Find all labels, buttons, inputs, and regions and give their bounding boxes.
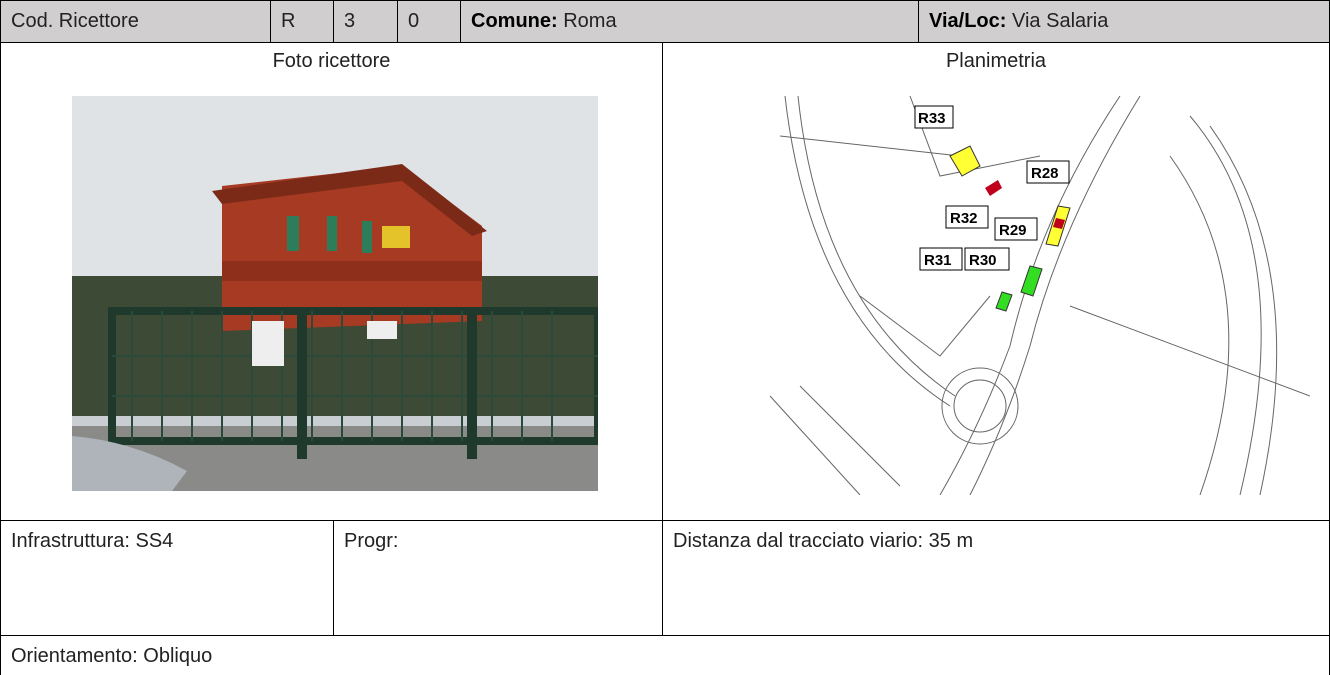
orientation: Orientamento: Obliquo (11, 645, 213, 667)
via-value: Via Salaria (1012, 10, 1109, 32)
comune-label: Comune: (471, 10, 558, 32)
infrastructure: Infrastruttura: SS4 (11, 530, 174, 552)
code-label: Cod. Ricettore (11, 10, 139, 32)
infrastructure-cell: Infrastruttura: SS4 (0, 520, 334, 636)
map-label: R32 (950, 210, 978, 227)
map-label: R30 (969, 252, 997, 269)
code-part: 0 (408, 10, 420, 32)
distance: Distanza dal tracciato viario: 35 m (673, 530, 974, 552)
via-cell: Via/Loc: Via Salaria (918, 0, 1330, 43)
comune-value: Roma (563, 10, 617, 32)
via-label: Via/Loc: (929, 10, 1007, 32)
orientation-cell: Orientamento: Obliquo (0, 635, 1330, 675)
code-part: R (281, 10, 296, 32)
code-label-cell: Cod. Ricettore (0, 0, 271, 43)
distance-cell: Distanza dal tracciato viario: 35 m (662, 520, 1330, 636)
photo-title: Foto ricettore (272, 50, 391, 72)
map-label: R29 (999, 222, 1027, 239)
code-cell: 0 (397, 0, 461, 43)
comune-cell: Comune: Roma (460, 0, 919, 43)
code-cell: 3 (333, 0, 398, 43)
code-part: 3 (344, 10, 356, 32)
progr: Progr: (344, 530, 399, 552)
map-title: Planimetria (945, 50, 1047, 72)
receptor-photo (72, 96, 598, 491)
map-label: R33 (918, 110, 946, 127)
site-plan: R33 R28 R32 R29 R31 R30 (740, 96, 1310, 495)
map-label: R31 (924, 252, 952, 269)
map-label: R28 (1031, 165, 1059, 182)
progr-cell: Progr: (333, 520, 663, 636)
code-cell: R (270, 0, 334, 43)
